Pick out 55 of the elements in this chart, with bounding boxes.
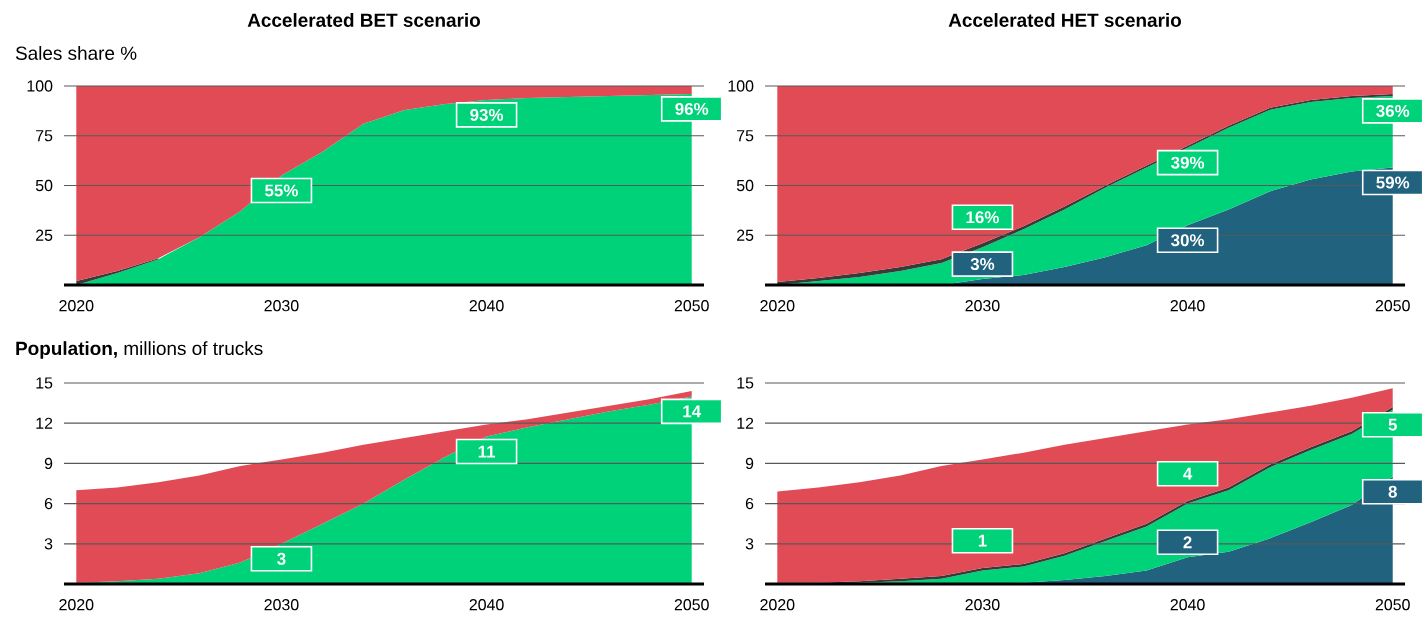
x-tick-label: 2030	[965, 599, 1000, 611]
y-tick-label: 6	[44, 497, 53, 510]
y-axis-title: Population, millions of trucks	[16, 341, 263, 359]
data-label: 2	[1183, 536, 1192, 549]
y-axis-title: Sales share %	[15, 46, 137, 60]
data-label: 59%	[1376, 176, 1410, 189]
x-tick-label: 2030	[965, 300, 1000, 312]
y-tick-label: 50	[736, 179, 754, 192]
y-tick-label: 75	[737, 130, 754, 142]
x-tick-label: 2040	[469, 599, 504, 611]
data-label: 93%	[470, 108, 504, 121]
y-tick-label: 100	[27, 80, 53, 92]
y-tick-label: 100	[728, 80, 754, 92]
x-tick-label: 2050	[1375, 599, 1410, 611]
y-tick-label: 15	[737, 377, 754, 389]
data-label: 4	[1183, 467, 1193, 480]
y-tick-label: 50	[35, 179, 53, 192]
x-tick-label: 2040	[1170, 300, 1205, 312]
data-label: 39%	[1171, 156, 1205, 169]
x-tick-label: 2020	[760, 300, 795, 312]
x-tick-label: 2020	[760, 599, 795, 611]
y-tick-label: 25	[36, 229, 53, 241]
data-label: 1	[978, 534, 987, 547]
x-tick-label: 2050	[674, 300, 709, 312]
x-tick-label: 2040	[469, 300, 504, 312]
data-label: 3%	[970, 258, 995, 271]
y-tick-label: 6	[745, 497, 754, 510]
y-tick-label: 12	[737, 417, 754, 429]
y-tick-label: 15	[36, 377, 53, 389]
data-label: 16%	[966, 211, 999, 224]
y-tick-label: 12	[36, 417, 53, 429]
x-tick-label: 2040	[1170, 599, 1205, 611]
chart-title: Accelerated BET scenario	[247, 13, 480, 27]
y-tick-label: 9	[745, 457, 754, 470]
data-label: 55%	[265, 184, 298, 197]
data-label: 8	[1388, 485, 1397, 498]
data-label: 5	[1388, 418, 1397, 431]
data-label: 11	[478, 445, 496, 458]
x-tick-label: 2030	[264, 300, 299, 312]
y-tick-label: 3	[44, 538, 53, 550]
x-tick-label: 2020	[59, 599, 94, 611]
data-label: 36%	[1376, 104, 1410, 117]
chart-title: Accelerated HET scenario	[948, 13, 1181, 27]
x-tick-label: 2030	[264, 599, 299, 611]
data-label: 96%	[675, 102, 709, 115]
y-tick-label: 25	[737, 229, 754, 241]
x-tick-label: 2050	[1375, 300, 1410, 312]
x-tick-label: 2050	[674, 599, 709, 611]
data-label: 3	[277, 552, 286, 565]
y-tick-label: 3	[745, 538, 754, 550]
y-tick-label: 9	[44, 457, 53, 470]
data-label: 30%	[1171, 234, 1205, 247]
y-tick-label: 75	[36, 130, 53, 142]
x-tick-label: 2020	[59, 300, 94, 312]
data-label: 14	[683, 405, 702, 418]
